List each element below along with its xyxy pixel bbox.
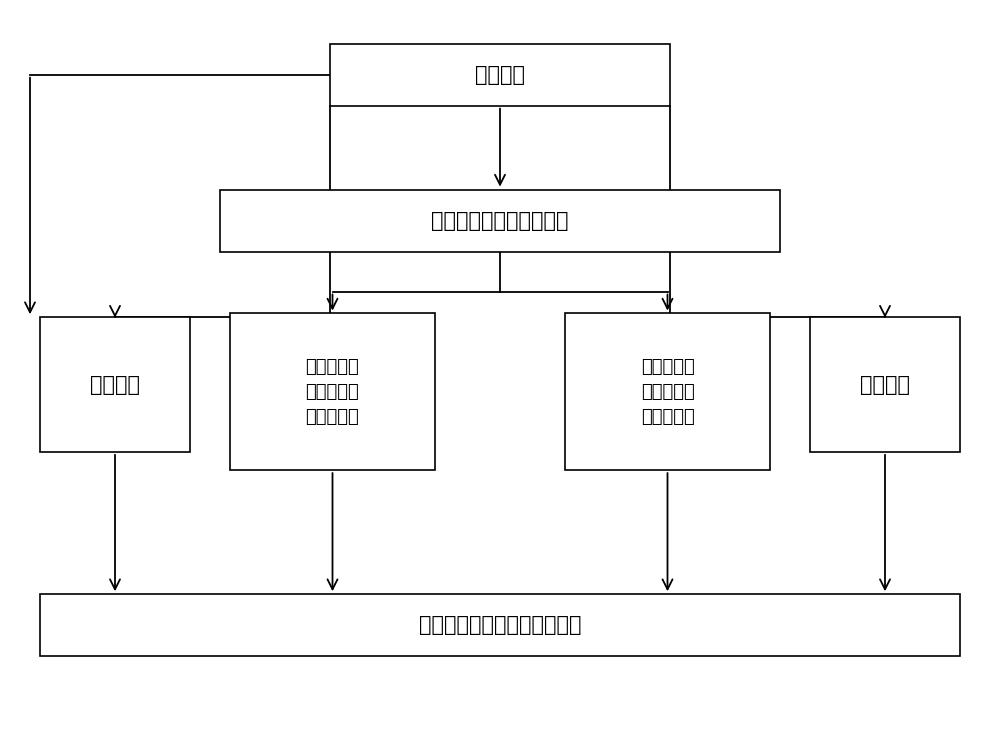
Text: 低速区定子
磁链和转矩
参考值获取: 低速区定子 磁链和转矩 参考值获取 [306, 358, 359, 426]
Bar [565, 313, 770, 470]
Text: 产生驱动信号驱动功率变换器: 产生驱动信号驱动功率变换器 [419, 615, 581, 635]
Bar [40, 317, 190, 452]
Text: 磁链估计: 磁链估计 [860, 375, 910, 394]
Bar [230, 313, 435, 470]
Bar [330, 44, 670, 106]
Text: 转矩估计: 转矩估计 [90, 375, 140, 394]
Text: 信号采集: 信号采集 [475, 65, 525, 85]
Bar [220, 190, 780, 252]
Bar [810, 317, 960, 452]
Text: 高速区定子
磁链和转矩
参考值获取: 高速区定子 磁链和转矩 参考值获取 [641, 358, 694, 426]
Bar [40, 594, 960, 656]
Text: 转速和转子初始位置估计: 转速和转子初始位置估计 [431, 211, 569, 230]
